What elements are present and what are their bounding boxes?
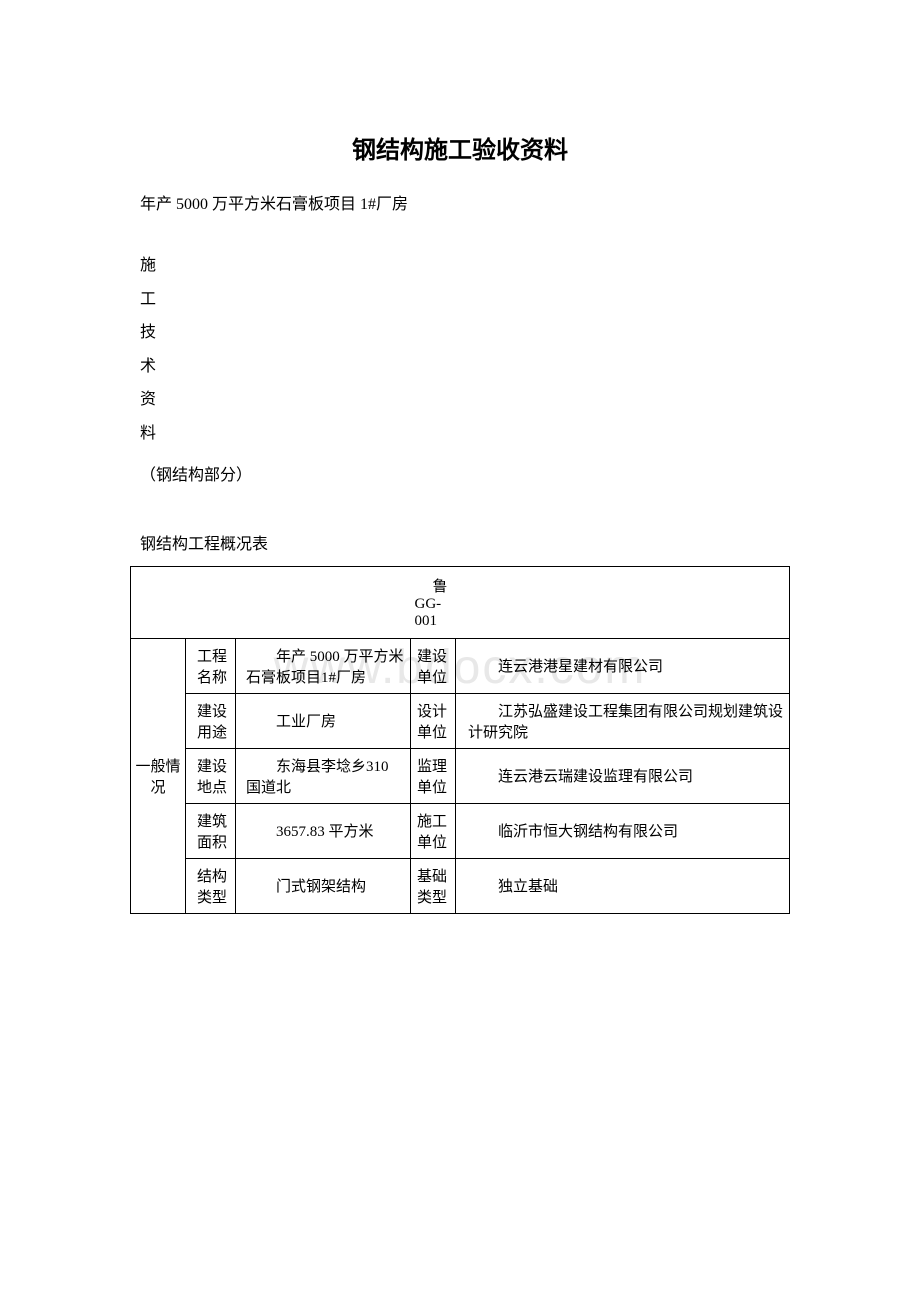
value-cell: 年产 5000 万平方米石膏板项目1#厂房 bbox=[236, 638, 411, 693]
vertical-char: 技 bbox=[140, 316, 790, 350]
label-cell: 结构类型 bbox=[186, 858, 236, 913]
label-cell: 建设用途 bbox=[186, 693, 236, 748]
vertical-char: 施 bbox=[140, 249, 790, 283]
value-cell: 东海县李埝乡310 国道北 bbox=[236, 748, 411, 803]
header-blank bbox=[131, 566, 411, 638]
table-row: 结构类型 门式钢架结构 基础类型 独立基础 bbox=[131, 858, 790, 913]
header-code-cell: 鲁 GG-001 bbox=[411, 566, 456, 638]
table-row: 建设用途 工业厂房 设计单位 江苏弘盛建设工程集团有限公司规划建筑设计研究院 bbox=[131, 693, 790, 748]
table-caption: 钢结构工程概况表 bbox=[130, 530, 790, 554]
vertical-char: 资 bbox=[140, 383, 790, 417]
value-cell: 工业厂房 bbox=[236, 693, 411, 748]
label-cell: 建筑面积 bbox=[186, 803, 236, 858]
value-cell: 连云港港星建材有限公司 bbox=[456, 638, 790, 693]
vertical-char: 工 bbox=[140, 283, 790, 317]
label-cell: 基础类型 bbox=[411, 858, 456, 913]
table-row: 建设地点 东海县李埝乡310 国道北 监理单位 连云港云瑞建设监理有限公司 bbox=[131, 748, 790, 803]
vertical-label: 施 工 技 术 资 料 bbox=[130, 249, 790, 451]
label-cell: 工程名称 bbox=[186, 638, 236, 693]
document-page: 钢结构施工验收资料 年产 5000 万平方米石膏板项目 1#厂房 施 工 技 术… bbox=[0, 0, 920, 914]
label-cell: 建设单位 bbox=[411, 638, 456, 693]
value-cell: 门式钢架结构 bbox=[236, 858, 411, 913]
overview-table: 鲁 GG-001 一般情况 工程名称 年产 5000 万平方米石膏板项目1#厂房… bbox=[130, 566, 790, 914]
table-row: 一般情况 工程名称 年产 5000 万平方米石膏板项目1#厂房 建设单位 连云港… bbox=[131, 638, 790, 693]
value-cell: 3657.83 平方米 bbox=[236, 803, 411, 858]
table-row: 建筑面积 3657.83 平方米 施工单位 临沂市恒大钢结构有限公司 bbox=[131, 803, 790, 858]
value-cell: 连云港云瑞建设监理有限公司 bbox=[456, 748, 790, 803]
value-cell: 江苏弘盛建设工程集团有限公司规划建筑设计研究院 bbox=[456, 693, 790, 748]
label-cell: 施工单位 bbox=[411, 803, 456, 858]
project-subtitle: 年产 5000 万平方米石膏板项目 1#厂房 bbox=[130, 190, 790, 214]
table-header-row: 鲁 GG-001 bbox=[131, 566, 790, 638]
page-title: 钢结构施工验收资料 bbox=[130, 130, 790, 165]
row-header-cell: 一般情况 bbox=[131, 638, 186, 913]
vertical-char: 料 bbox=[140, 417, 790, 451]
value-cell: 独立基础 bbox=[456, 858, 790, 913]
label-cell: 设计单位 bbox=[411, 693, 456, 748]
header-blank-right bbox=[456, 566, 790, 638]
section-note: （钢结构部分） bbox=[130, 461, 790, 485]
vertical-char: 术 bbox=[140, 350, 790, 384]
label-cell: 监理单位 bbox=[411, 748, 456, 803]
value-cell: 临沂市恒大钢结构有限公司 bbox=[456, 803, 790, 858]
label-cell: 建设地点 bbox=[186, 748, 236, 803]
